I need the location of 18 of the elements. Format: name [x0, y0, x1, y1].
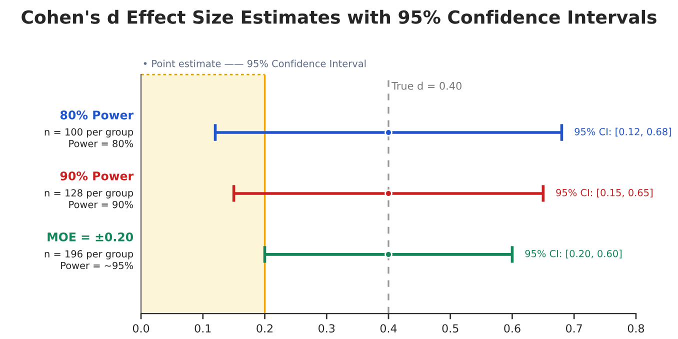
- annotation: 95% CI: [0.12, 0.68]: [574, 128, 672, 136]
- y-tick-label: 90% Power n = 128 per group Power = 90%: [44, 172, 134, 208]
- annotation: 95% CI: [0.20, 0.60]: [525, 250, 622, 258]
- x-tick-label: 0.7: [566, 324, 582, 333]
- x-tick-label: 0.2: [256, 324, 272, 333]
- x-tick-label: 0.0: [132, 324, 150, 333]
- x-tick-label: 0.8: [628, 324, 644, 333]
- y-tick-label: MOE = ±0.20 n = 196 per group Power = ~95%: [44, 232, 134, 270]
- y-tick-label: 80% Power n = 100 per group Power = 80%: [44, 110, 134, 148]
- x-tick-label: 0.4: [380, 324, 397, 333]
- x-tick-label: 0.5: [442, 324, 458, 333]
- x-tick-label: 0.6: [504, 324, 520, 333]
- ref-line-label: True d = 0.40: [392, 82, 462, 90]
- annotation: 95% CI: [0.15, 0.65]: [556, 188, 652, 198]
- x-tick-label: 0.1: [194, 324, 211, 333]
- text: • Point estimate —— 95% Confidence Interval: [144, 60, 366, 68]
- x-tick-label: 0.3: [318, 324, 335, 333]
- chart-title: Cohen's d Effect Size Estimates with 95% Confidence Intervals: [22, 10, 656, 24]
